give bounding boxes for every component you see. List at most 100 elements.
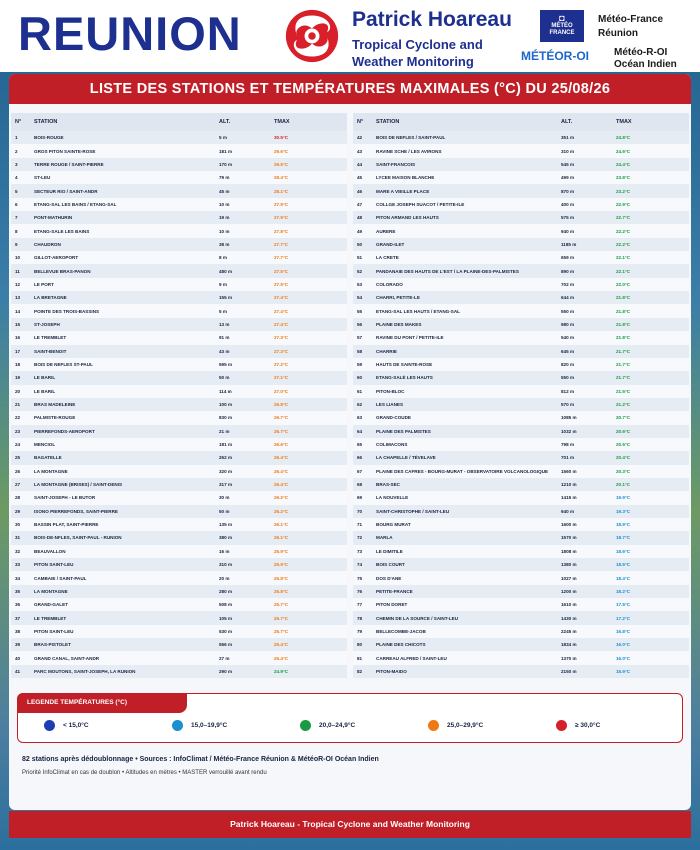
station-tmax: 18.9°C <box>616 522 631 528</box>
station-tmax: 22.9°C <box>616 201 631 207</box>
station-altitude: 2245 m <box>561 628 577 634</box>
table-row: 55 ETANG-SAL LES HAUTS / ETANG-SAL 550 m 21… <box>353 304 689 318</box>
station-name: LA NOUVELLE <box>376 495 409 501</box>
station-name: PIERREFONDS-AEROPORT <box>34 428 95 434</box>
station-tmax: 27.3°C <box>274 348 289 354</box>
station-name: GRAND-ILET <box>376 241 405 247</box>
station-altitude: 50 m <box>219 508 230 514</box>
station-altitude: 38 m <box>219 241 230 247</box>
station-tmax: 26.2°C <box>274 495 289 501</box>
station-number: 72 <box>357 535 363 541</box>
station-name: BOIS-DE-NFLES, SAINT-PAUL - RUNION <box>34 535 122 541</box>
station-number: 6 <box>15 201 18 207</box>
table-row: 65 COLIMACONS 798 m 20.5°C <box>353 437 689 452</box>
station-number: 53 <box>357 281 363 287</box>
table-row: 29 ISONO PIERREFONDS, SAINT-PIERRE 50 m 26.… <box>11 504 347 518</box>
station-number: 11 <box>15 268 20 274</box>
station-altitude: 575 m <box>561 215 575 221</box>
station-number: 34 <box>15 575 21 581</box>
station-name: SAINT-CHRISTOPHE / SAINT-LEU <box>376 508 450 514</box>
station-number: 44 <box>357 161 363 167</box>
station-tmax: 24.4°C <box>616 161 631 167</box>
legend-label: < 15,0°C <box>63 722 89 729</box>
station-tmax: 22.2°C <box>616 241 631 247</box>
station-altitude: 5 m <box>219 135 227 141</box>
mf-name-2: Réunion <box>598 28 638 39</box>
station-tmax: 22.1°C <box>616 255 631 261</box>
station-name: LA MONTAGNE <box>34 588 68 594</box>
station-tmax: 26.4°C <box>274 482 289 488</box>
station-altitude: 310 m <box>219 562 233 568</box>
station-tmax: 21.7°C <box>616 375 631 381</box>
table-row: 28 SAINT-JOSEPH - LE BUTOR 30 m 26.2°C <box>11 491 347 505</box>
station-tmax: 27.4°C <box>274 295 289 301</box>
meteor-oi-logo: MÉTÉOR-OI <box>521 49 589 63</box>
table-row: 1 BOIS-ROUGE 5 m 30.5°C <box>11 131 347 145</box>
col-tmax-header: TMAX <box>616 119 632 125</box>
table-row: 22 PALMISTE-ROUGE 830 m 26.7°C <box>11 411 347 425</box>
station-altitude: 1027 m <box>561 575 577 581</box>
station-name: PITON SAINT-LEU <box>34 628 74 634</box>
legend-item: 15,0–19,9°C <box>172 720 227 731</box>
station-number: 5 <box>15 188 18 194</box>
station-number: 78 <box>357 615 363 621</box>
station-altitude: 27 m <box>219 655 230 661</box>
col-station-header: STATION <box>34 119 58 125</box>
station-name: ETANG-SAL LES HAUTS / ETANG-SAL <box>376 308 460 314</box>
station-altitude: 10 m <box>219 228 230 234</box>
station-name: LA BRETAGNE <box>34 295 67 301</box>
station-number: 30 <box>15 522 21 528</box>
station-tmax: 27.8°C <box>274 228 289 234</box>
station-number: 57 <box>357 335 363 341</box>
station-name: PITON-MAIDO <box>376 668 407 674</box>
station-altitude: 320 m <box>219 468 233 474</box>
station-number: 10 <box>15 255 21 261</box>
legend-title: LEGENDE TEMPÉRATURES (°C) <box>17 693 187 713</box>
table-row: 64 PLAINE DES PALMISTES 1032 m 20.6°C <box>353 424 689 438</box>
station-name: ETANG-SALÉ LES HAUTS <box>376 375 433 381</box>
station-tmax: 29.5°C <box>274 161 289 167</box>
station-number: 4 <box>15 175 18 181</box>
station-number: 62 <box>357 402 363 408</box>
station-altitude: 645 m <box>561 348 575 354</box>
station-altitude: 43 m <box>219 348 230 354</box>
legend-dot-icon <box>44 720 55 731</box>
station-altitude: 1430 m <box>561 615 577 621</box>
col-num-header: N° <box>357 119 364 125</box>
station-name: COLIMACONS <box>376 442 408 448</box>
station-name: CHARRIE <box>376 348 397 354</box>
legend-item: < 15,0°C <box>44 720 89 731</box>
station-tmax: 21.8°C <box>616 321 631 327</box>
station-tmax: 17.5°C <box>616 602 631 608</box>
station-tmax: 25.7°C <box>274 602 289 608</box>
station-number: 79 <box>357 628 363 634</box>
legend-item: 20,0–24,9°C <box>300 720 355 731</box>
station-name: GRAND-GALET <box>34 602 68 608</box>
table-row: 52 PANDANAIE DES HAUTS DE L'EST / LA PLAI… <box>353 264 689 278</box>
station-altitude: 1380 m <box>561 562 577 568</box>
table-row: 9 CHAUDRON 38 m 27.7°C <box>11 237 347 252</box>
station-altitude: 20 m <box>219 575 230 581</box>
station-number: 52 <box>357 268 363 274</box>
station-altitude: 13 m <box>219 321 230 327</box>
table-row: 37 LE TREMBLET 105 m 25.7°C <box>11 611 347 625</box>
station-altitude: 45 m <box>219 188 230 194</box>
station-tmax: 27.5°C <box>274 268 289 274</box>
station-number: 20 <box>15 388 21 394</box>
station-number: 7 <box>15 215 18 221</box>
station-altitude: 30 m <box>219 495 230 501</box>
station-name: PLAINE DES CHICOTS <box>376 642 426 648</box>
station-tmax: 27.9°C <box>274 215 289 221</box>
station-tmax: 18.5°C <box>616 562 631 568</box>
table-row: 40 GRAND CANAL, SAINT-ANDR 27 m 25.4°C <box>11 651 347 665</box>
station-tmax: 25.9°C <box>274 548 289 554</box>
station-altitude: 1415 m <box>561 495 577 501</box>
station-name: PITON DORET <box>376 602 408 608</box>
station-number: 26 <box>15 468 21 474</box>
station-altitude: 8 m <box>219 255 227 261</box>
table-row: 73 LE DIMITILE 1808 m 18.6°C <box>353 544 689 558</box>
table-row: 80 PLAINE DES CHICOTS 1834 m 16.0°C <box>353 638 689 652</box>
station-name: ST-LEU <box>34 175 51 181</box>
station-number: 50 <box>357 241 363 247</box>
station-altitude: 181 m <box>219 148 233 154</box>
